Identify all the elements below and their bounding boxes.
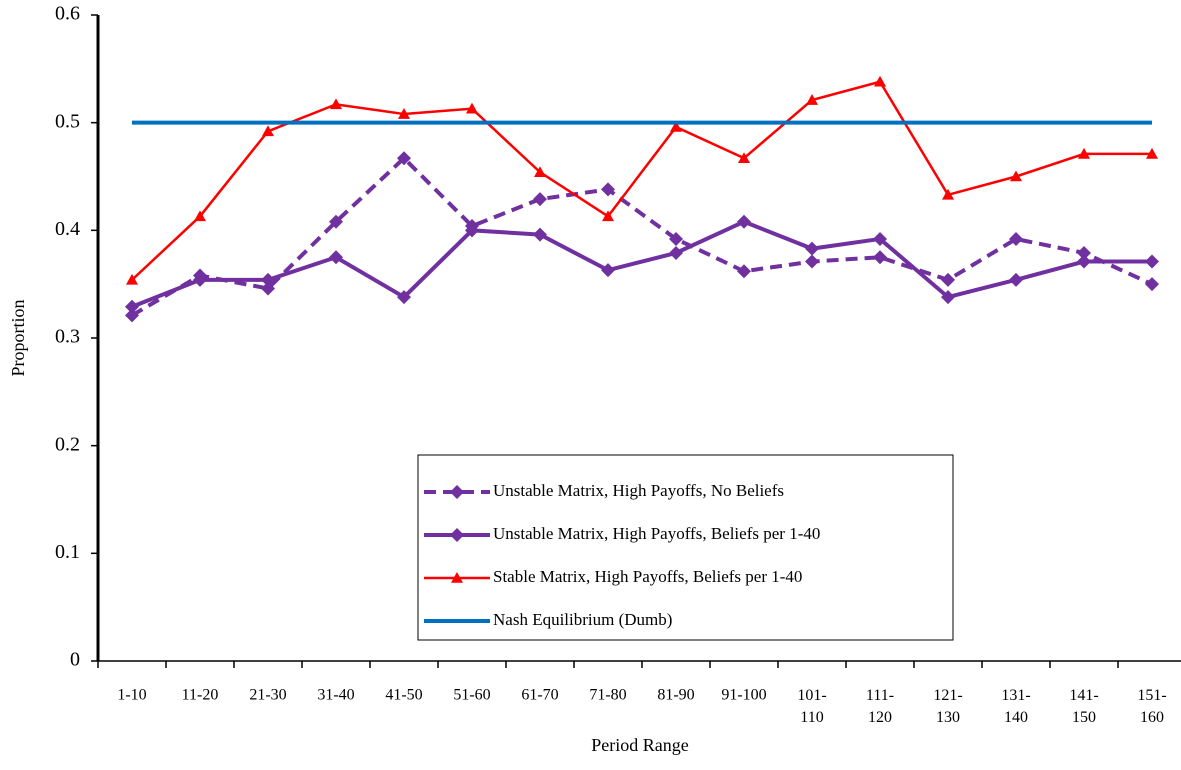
data-point — [125, 308, 139, 323]
x-tick-label: 131-140 — [1001, 687, 1030, 726]
data-point — [873, 231, 887, 246]
data-point — [805, 241, 819, 256]
y-tick-label: 0.1 — [55, 541, 80, 563]
data-point — [126, 273, 138, 285]
series-line — [131, 80, 1152, 281]
legend-marker — [450, 485, 464, 499]
series-line — [130, 155, 1153, 318]
data-point — [465, 223, 479, 238]
data-point — [466, 102, 478, 114]
data-point — [125, 299, 139, 314]
x-tick-label: 151-160 — [1137, 687, 1166, 726]
x-tick-label: 121-130 — [933, 687, 962, 726]
x-axis-title: Period Range — [591, 735, 688, 755]
y-tick-label: 0 — [70, 649, 80, 671]
data-point — [670, 120, 682, 132]
data-point — [806, 94, 818, 105]
data-point — [738, 152, 750, 163]
data-point — [1077, 254, 1091, 269]
data-point — [398, 108, 410, 119]
data-point — [941, 272, 955, 287]
legend-label: Unstable Matrix, High Payoffs, No Belief… — [493, 481, 784, 500]
x-tick-label: 21-30 — [249, 687, 286, 704]
series-line — [131, 219, 1152, 309]
data-point — [1145, 254, 1159, 269]
y-tick-label: 0.6 — [55, 3, 80, 25]
x-tick-label: 41-50 — [385, 687, 422, 704]
data-point — [669, 231, 683, 246]
data-point — [261, 281, 275, 296]
data-point — [1146, 147, 1158, 159]
data-point — [737, 214, 751, 229]
y-axis-title: Proportion — [8, 299, 28, 376]
data-point — [805, 254, 819, 269]
x-tick-label: 1-10 — [117, 687, 146, 704]
y-tick-label: 0.3 — [55, 326, 80, 348]
data-point — [602, 210, 614, 222]
data-point — [1078, 147, 1090, 159]
legend-label: Stable Matrix, High Payoffs, Beliefs per… — [493, 567, 802, 586]
data-point — [1077, 245, 1091, 260]
legend-label: Nash Equilibrium (Dumb) — [493, 610, 672, 629]
data-point — [397, 290, 411, 305]
data-point — [329, 214, 343, 229]
data-point — [397, 151, 411, 166]
legend-label: Unstable Matrix, High Payoffs, Beliefs p… — [493, 524, 820, 543]
y-tick-label: 0.2 — [55, 433, 80, 455]
x-tick-label: 101-110 — [797, 687, 826, 726]
data-point — [873, 250, 887, 265]
data-point — [194, 210, 206, 222]
data-point — [329, 250, 343, 265]
x-tick-label: 81-90 — [657, 687, 694, 704]
legend-marker — [451, 572, 463, 583]
data-point — [262, 125, 274, 137]
y-tick-label: 0.4 — [55, 218, 80, 240]
data-point — [330, 98, 342, 110]
data-point — [737, 264, 751, 279]
x-tick-label: 141-150 — [1069, 687, 1098, 726]
x-tick-label: 91-100 — [721, 687, 766, 704]
data-point — [261, 272, 275, 287]
data-point — [601, 263, 615, 278]
data-point — [1009, 231, 1023, 246]
legend-marker — [450, 528, 464, 542]
data-point — [942, 188, 954, 200]
data-point — [1145, 277, 1159, 292]
data-point — [669, 245, 683, 260]
data-point — [874, 75, 886, 87]
x-tick-label: 111-120 — [866, 687, 894, 726]
data-point — [533, 192, 547, 207]
data-point — [941, 290, 955, 305]
legend-box — [417, 454, 954, 641]
x-tick-label: 51-60 — [453, 687, 490, 704]
x-tick-label: 71-80 — [589, 687, 626, 704]
data-point — [1009, 272, 1023, 287]
data-point — [601, 182, 615, 197]
x-tick-label: 61-70 — [521, 687, 558, 704]
data-point — [534, 166, 546, 177]
data-point — [1010, 170, 1022, 182]
y-tick-label: 0.5 — [55, 110, 80, 132]
data-point — [533, 227, 547, 242]
x-tick-label: 31-40 — [317, 687, 354, 704]
data-point — [193, 272, 207, 287]
x-tick-label: 11-20 — [182, 687, 219, 704]
